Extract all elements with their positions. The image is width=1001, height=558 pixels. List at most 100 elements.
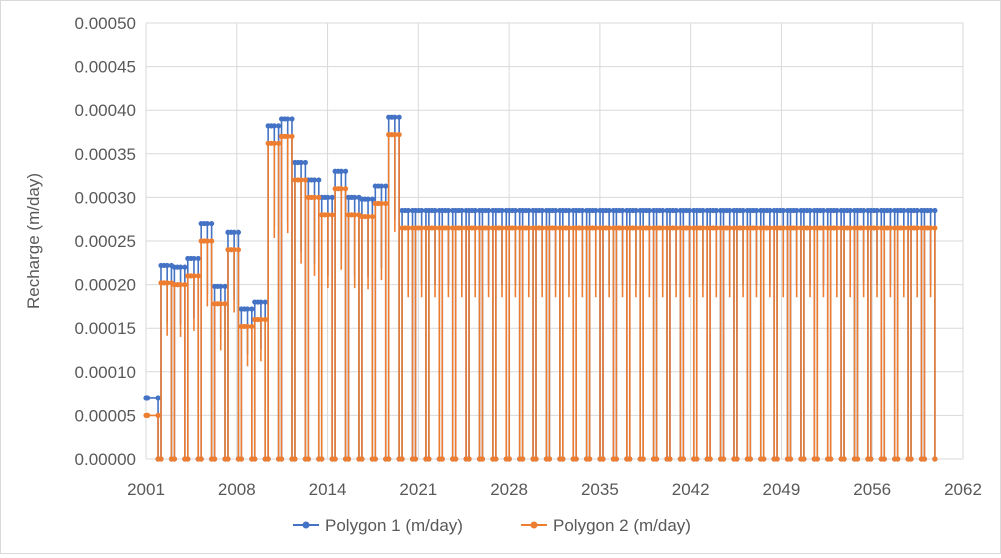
legend-label-polygon-1: Polygon 1 (m/day) bbox=[325, 516, 463, 535]
data-point bbox=[249, 323, 255, 330]
data-point bbox=[352, 194, 358, 200]
data-point bbox=[499, 225, 505, 231]
x-tick-label: 2049 bbox=[763, 480, 801, 499]
data-point bbox=[633, 225, 639, 231]
legend-label-polygon-2: Polygon 2 (m/day) bbox=[553, 516, 691, 535]
data-point bbox=[847, 225, 853, 231]
data-point bbox=[539, 225, 545, 231]
legend: Polygon 1 (m/day) Polygon 2 (m/day) bbox=[293, 516, 691, 535]
data-point bbox=[289, 116, 295, 122]
data-point bbox=[552, 225, 559, 231]
data-point bbox=[191, 273, 197, 279]
data-point bbox=[329, 194, 335, 200]
data-point bbox=[445, 207, 452, 214]
data-point bbox=[386, 456, 392, 462]
data-point bbox=[927, 207, 934, 214]
data-point bbox=[932, 207, 938, 214]
data-point bbox=[700, 225, 706, 231]
data-point bbox=[727, 207, 733, 214]
data-point bbox=[895, 456, 901, 462]
data-point bbox=[182, 282, 188, 288]
data-point bbox=[887, 207, 894, 214]
data-point bbox=[573, 456, 579, 462]
data-point bbox=[305, 456, 311, 462]
data-point bbox=[734, 456, 740, 462]
data-point bbox=[432, 225, 438, 231]
data-point bbox=[262, 316, 268, 323]
data-point bbox=[579, 207, 585, 214]
data-point bbox=[887, 225, 894, 231]
data-point bbox=[432, 207, 438, 214]
data-point bbox=[881, 456, 887, 462]
data-point bbox=[834, 225, 840, 231]
data-point bbox=[479, 456, 486, 462]
data-point bbox=[794, 207, 800, 214]
legend-marker-polygon-1-dot bbox=[302, 521, 310, 529]
data-point bbox=[566, 207, 572, 214]
data-point bbox=[861, 225, 867, 231]
data-point bbox=[342, 186, 349, 192]
x-tick-label: 2056 bbox=[853, 480, 891, 499]
data-point bbox=[275, 123, 282, 129]
data-point bbox=[316, 177, 322, 183]
data-point bbox=[369, 196, 375, 202]
data-point bbox=[292, 456, 298, 462]
data-point bbox=[512, 207, 518, 214]
y-tick-label: 0.00030 bbox=[75, 188, 136, 207]
x-axis-tick-labels: 2001 2008 2014 2021 2028 2035 2042 2049 2056 2062 bbox=[127, 480, 982, 499]
series-2 bbox=[143, 132, 938, 462]
data-point bbox=[439, 456, 445, 462]
data-point bbox=[653, 456, 660, 462]
data-point bbox=[499, 207, 505, 214]
data-point bbox=[359, 456, 365, 462]
x-tick-label: 2028 bbox=[490, 480, 528, 499]
data-point bbox=[700, 207, 706, 214]
data-point bbox=[155, 395, 161, 401]
data-point bbox=[526, 225, 532, 231]
data-point bbox=[694, 456, 700, 462]
x-tick-label: 2062 bbox=[944, 480, 982, 499]
x-tick-label: 2001 bbox=[127, 480, 165, 499]
data-point bbox=[211, 456, 218, 462]
x-tick-label: 2042 bbox=[672, 480, 710, 499]
data-point bbox=[787, 456, 794, 462]
data-point bbox=[342, 168, 349, 174]
data-point bbox=[289, 133, 295, 139]
data-point bbox=[901, 225, 907, 231]
data-point bbox=[262, 299, 268, 305]
data-point bbox=[275, 140, 282, 146]
data-point bbox=[338, 168, 344, 174]
y-axis-title: Recharge (m/day) bbox=[24, 173, 43, 309]
data-point bbox=[298, 159, 304, 166]
data-point bbox=[747, 456, 753, 462]
data-point bbox=[914, 207, 920, 214]
data-point bbox=[238, 456, 244, 462]
data-point bbox=[868, 456, 874, 462]
data-point bbox=[198, 456, 204, 462]
legend-item-polygon-2[interactable]: Polygon 2 (m/day) bbox=[521, 516, 691, 535]
legend-item-polygon-1[interactable]: Polygon 1 (m/day) bbox=[293, 516, 463, 535]
data-point bbox=[285, 116, 291, 122]
data-point bbox=[539, 207, 545, 214]
data-point bbox=[520, 456, 526, 462]
data-point bbox=[372, 456, 378, 462]
data-point bbox=[171, 456, 177, 462]
data-point bbox=[325, 212, 331, 218]
data-point bbox=[767, 207, 773, 214]
data-point bbox=[399, 456, 405, 462]
data-point bbox=[419, 225, 425, 231]
data-point bbox=[195, 255, 201, 262]
data-point bbox=[177, 282, 184, 288]
data-point bbox=[244, 323, 251, 330]
data-point bbox=[472, 207, 478, 214]
data-point bbox=[311, 194, 318, 200]
data-point bbox=[466, 456, 472, 462]
data-point bbox=[472, 225, 478, 231]
data-point bbox=[546, 456, 553, 462]
data-point bbox=[673, 207, 679, 214]
data-point bbox=[412, 456, 419, 462]
data-point bbox=[566, 225, 572, 231]
data-point bbox=[932, 225, 938, 231]
data-point bbox=[579, 225, 585, 231]
